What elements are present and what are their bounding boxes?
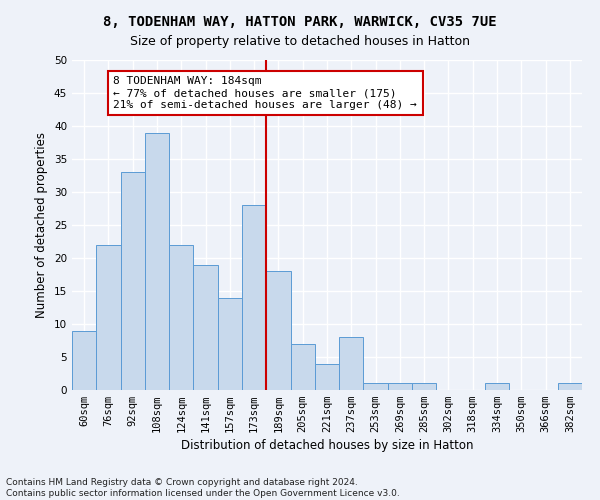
Bar	[96, 245, 121, 390]
Bar	[145, 132, 169, 390]
Bar	[72, 330, 96, 390]
Bar	[364, 384, 388, 390]
Bar	[121, 172, 145, 390]
Bar	[242, 205, 266, 390]
Bar	[339, 337, 364, 390]
Bar	[290, 344, 315, 390]
Bar	[558, 384, 582, 390]
Bar	[315, 364, 339, 390]
X-axis label: Distribution of detached houses by size in Hatton: Distribution of detached houses by size …	[181, 440, 473, 452]
Text: 8 TODENHAM WAY: 184sqm
← 77% of detached houses are smaller (175)
21% of semi-de: 8 TODENHAM WAY: 184sqm ← 77% of detached…	[113, 76, 417, 110]
Text: 8, TODENHAM WAY, HATTON PARK, WARWICK, CV35 7UE: 8, TODENHAM WAY, HATTON PARK, WARWICK, C…	[103, 15, 497, 29]
Bar	[218, 298, 242, 390]
Bar	[169, 245, 193, 390]
Y-axis label: Number of detached properties: Number of detached properties	[35, 132, 49, 318]
Bar	[388, 384, 412, 390]
Text: Size of property relative to detached houses in Hatton: Size of property relative to detached ho…	[130, 35, 470, 48]
Bar	[266, 271, 290, 390]
Text: Contains HM Land Registry data © Crown copyright and database right 2024.
Contai: Contains HM Land Registry data © Crown c…	[6, 478, 400, 498]
Bar	[412, 384, 436, 390]
Bar	[193, 264, 218, 390]
Bar	[485, 384, 509, 390]
